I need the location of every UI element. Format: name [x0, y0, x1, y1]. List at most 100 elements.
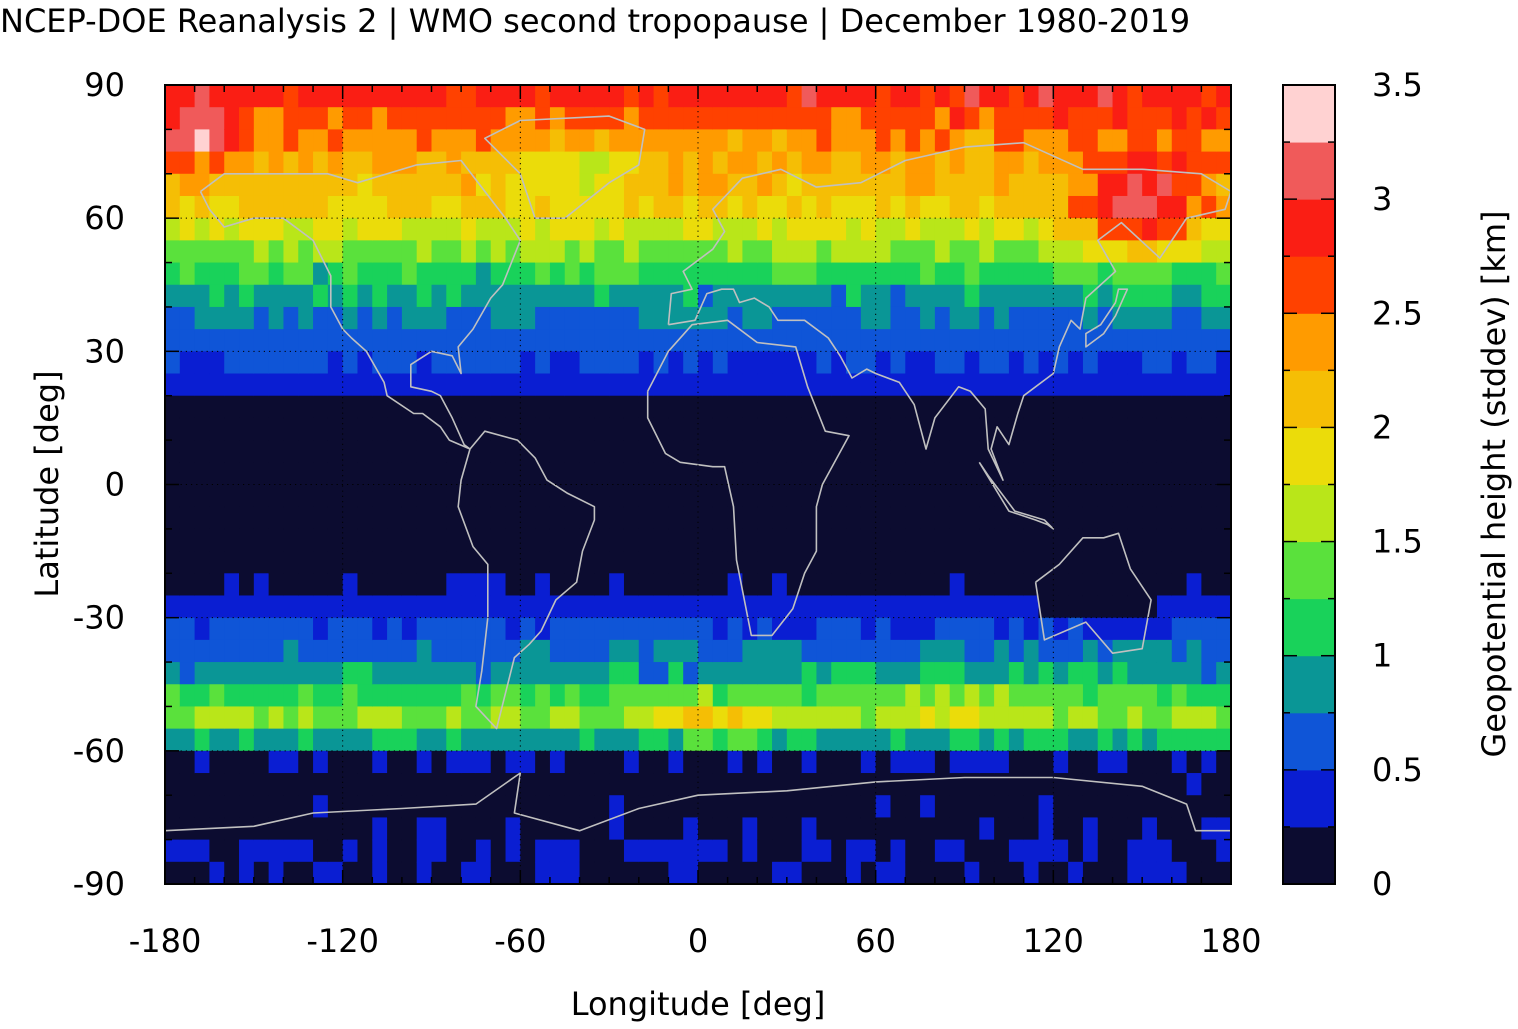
heatmap-cell	[816, 506, 832, 530]
heatmap-cell	[194, 306, 211, 330]
heatmap-cell	[875, 129, 892, 153]
heatmap-cell	[549, 351, 566, 375]
heatmap-cell	[313, 728, 329, 752]
heatmap-cell	[1008, 129, 1025, 153]
heatmap-cell	[372, 417, 388, 441]
heatmap-cell	[579, 506, 595, 530]
heatmap-cell	[609, 662, 625, 685]
heatmap-cell	[1097, 195, 1114, 219]
heatmap-cell	[564, 151, 581, 175]
heatmap-cell	[475, 373, 492, 397]
heatmap-cell	[490, 240, 507, 264]
heatmap-cell	[579, 151, 595, 175]
heatmap-cell	[609, 728, 625, 752]
colorbar-tick-label: 2.5	[1372, 294, 1423, 332]
heatmap-cell	[165, 484, 181, 508]
heatmap-cell	[1008, 684, 1025, 708]
heatmap-cell	[431, 750, 447, 774]
heatmap-cell	[446, 85, 462, 108]
heatmap-cell	[327, 639, 344, 663]
heatmap-cell	[609, 373, 625, 397]
heatmap-cell	[401, 218, 418, 241]
heatmap-cell	[1068, 195, 1084, 219]
heatmap-cell	[253, 573, 270, 597]
heatmap-cell	[964, 773, 980, 796]
heatmap-cell	[1171, 528, 1188, 552]
heatmap-cell	[609, 617, 625, 641]
heatmap-cell	[890, 817, 906, 841]
heatmap-cell	[801, 750, 818, 774]
coastline	[978, 461, 1055, 530]
heatmap-cell	[1201, 639, 1217, 663]
heatmap-cell	[253, 773, 270, 796]
heatmap-cell	[1023, 306, 1040, 330]
heatmap-cell	[209, 306, 225, 330]
heatmap-cell	[698, 484, 714, 508]
heatmap-cell	[979, 773, 995, 796]
heatmap-cell	[490, 284, 507, 308]
heatmap-cell	[727, 395, 744, 419]
heatmap-cell	[964, 395, 980, 419]
heatmap-cell	[757, 528, 773, 552]
heatmap-cell	[831, 329, 847, 352]
heatmap-cell	[786, 107, 803, 130]
heatmap-cell	[1038, 728, 1054, 752]
heatmap-cell	[461, 684, 477, 708]
coastline	[667, 141, 1232, 481]
heatmap-cell	[964, 528, 980, 552]
heatmap-cell	[327, 329, 344, 352]
heatmap-cell	[1097, 528, 1114, 552]
heatmap-cell	[712, 417, 729, 441]
heatmap-cell	[446, 528, 462, 552]
heatmap-cell	[1216, 639, 1232, 663]
heatmap-cell	[1201, 395, 1217, 419]
heatmap-cell	[712, 262, 729, 286]
colorbar-swatch	[1283, 484, 1335, 543]
heatmap-cell	[327, 284, 344, 308]
heatmap-cell	[594, 440, 610, 463]
heatmap-cell	[1038, 861, 1054, 885]
heatmap-cell	[698, 617, 714, 641]
heatmap-cell	[1186, 85, 1202, 108]
heatmap-cell	[1142, 218, 1158, 241]
heatmap-cell	[401, 373, 418, 397]
heatmap-cell	[653, 151, 669, 175]
heatmap-cell	[727, 706, 744, 730]
heatmap-cell	[653, 329, 669, 352]
heatmap-cell	[846, 551, 862, 574]
heatmap-cell	[801, 773, 818, 796]
heatmap-cell	[520, 329, 536, 352]
heatmap-cell	[283, 773, 299, 796]
heatmap-cell	[1053, 773, 1069, 796]
heatmap-cell	[179, 684, 196, 708]
heatmap-cell	[1112, 417, 1128, 441]
heatmap-cell	[298, 706, 314, 730]
heatmap-cell	[1112, 662, 1128, 685]
heatmap-cell	[668, 773, 684, 796]
heatmap-cell	[357, 462, 373, 486]
heatmap-cell	[179, 306, 196, 330]
heatmap-cell	[831, 462, 847, 486]
heatmap-cell	[298, 662, 314, 685]
heatmap-cell	[786, 240, 803, 264]
heatmap-cell	[772, 240, 788, 264]
heatmap-cell	[1216, 218, 1232, 241]
heatmap-cell	[1127, 329, 1143, 352]
heatmap-cell	[416, 151, 433, 175]
heatmap-cell	[342, 750, 359, 774]
heatmap-cell	[609, 773, 625, 796]
heatmap-cell	[772, 484, 788, 508]
heatmap-cell	[742, 240, 758, 264]
heatmap-cell	[327, 662, 344, 685]
heatmap-cell	[520, 662, 536, 685]
heatmap-cell	[846, 129, 862, 153]
heatmap-cell	[668, 195, 684, 219]
heatmap-cell	[1053, 817, 1069, 841]
heatmap-cell	[1156, 528, 1173, 552]
heatmap-cell	[979, 817, 995, 841]
heatmap-cell	[623, 595, 640, 619]
heatmap-cell	[609, 861, 625, 885]
heatmap-cell	[179, 861, 196, 885]
heatmap-cell	[416, 817, 433, 841]
heatmap-cell	[742, 684, 758, 708]
